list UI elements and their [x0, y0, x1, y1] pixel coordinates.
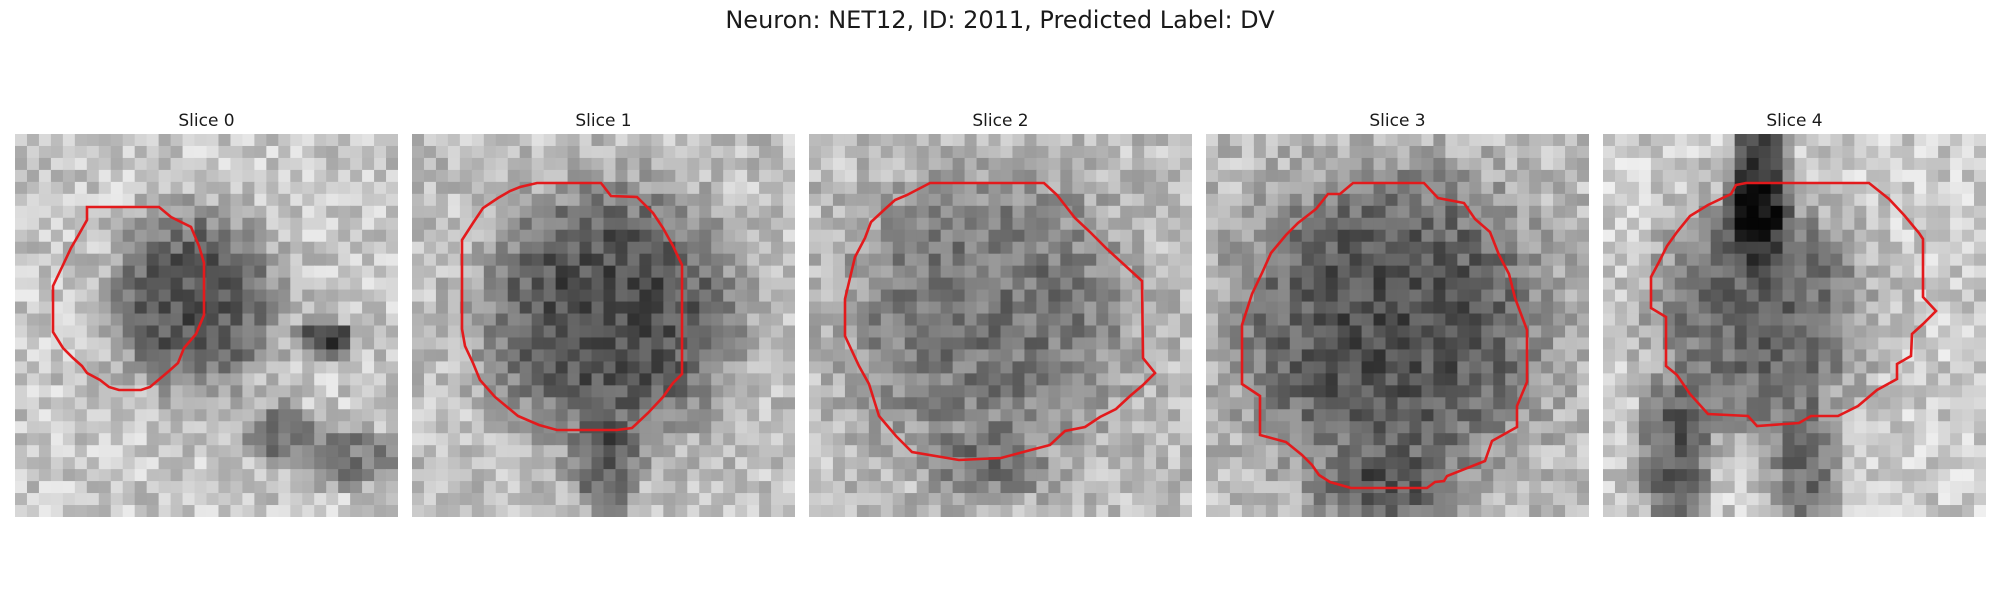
slice-pixels-3 [1206, 134, 1589, 517]
slice-image-1 [412, 134, 795, 517]
slice-contour-4 [1649, 181, 1938, 428]
slice-pixels-1 [412, 134, 795, 517]
slice-pixels-4 [1603, 134, 1986, 517]
slice-title-0: Slice 0 [178, 111, 235, 131]
slice-title-4: Slice 4 [1766, 111, 1823, 131]
slice-pixels-2 [809, 134, 1192, 517]
slice-panel-2: Slice 2 [809, 108, 1192, 517]
slice-title-2: Slice 2 [972, 111, 1029, 131]
slice-contour-2 [843, 181, 1157, 462]
slice-contour-3 [1240, 181, 1529, 490]
slice-panel-3: Slice 3 [1206, 108, 1589, 517]
slice-title-3: Slice 3 [1369, 111, 1426, 131]
slice-contour-1 [460, 181, 684, 432]
slice-panel-1: Slice 1 [412, 108, 795, 517]
slice-panel-0: Slice 0 [15, 108, 398, 517]
slice-title-1: Slice 1 [575, 111, 632, 131]
slice-pixels-0 [15, 134, 398, 517]
figure-title: Neuron: NET12, ID: 2011, Predicted Label… [725, 6, 1275, 34]
slice-image-3 [1206, 134, 1589, 517]
slice-image-0 [15, 134, 398, 517]
slice-image-4 [1603, 134, 1986, 517]
slice-image-2 [809, 134, 1192, 517]
slice-panel-4: Slice 4 [1603, 108, 1986, 517]
slice-contour-0 [51, 205, 206, 392]
